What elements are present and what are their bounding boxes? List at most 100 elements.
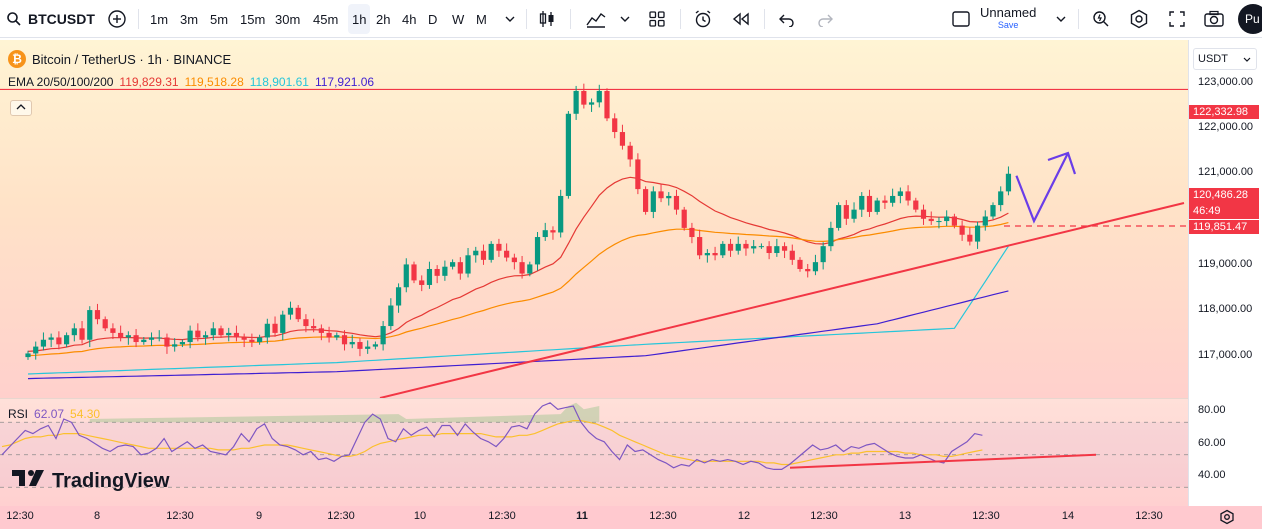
rsi-tick: 80.00 <box>1198 404 1226 416</box>
candle-body <box>318 328 324 333</box>
time-tick: 12:30 <box>1135 510 1163 522</box>
candle-style-button[interactable] <box>534 4 560 34</box>
candle-body <box>743 243 749 249</box>
candle-body <box>403 264 409 288</box>
candle-body <box>426 268 433 285</box>
interval-4h[interactable]: 4h <box>402 11 417 27</box>
candle-body <box>71 328 77 336</box>
rsi-tick: 40.00 <box>1198 469 1226 481</box>
candle-body <box>48 337 54 340</box>
interval-M[interactable]: M <box>476 11 487 27</box>
undo-button[interactable] <box>774 4 800 34</box>
interval-5m[interactable]: 5m <box>210 11 229 27</box>
redo-button[interactable] <box>812 4 838 34</box>
interval-D[interactable]: D <box>428 11 438 27</box>
candle-body <box>488 243 494 260</box>
gear-icon <box>1129 9 1149 29</box>
candle-body <box>442 266 448 276</box>
layout-name-button[interactable]: Unnamed Save <box>980 4 1036 34</box>
ema-legend[interactable]: EMA 20/50/100/200 119,829.31 119,518.28 … <box>8 75 374 89</box>
candle-body <box>210 328 216 336</box>
time-tick: 10 <box>413 510 427 522</box>
candle-body <box>828 227 834 247</box>
interval-30m[interactable]: 30m <box>275 11 301 27</box>
interval-1m[interactable]: 1m <box>150 11 169 27</box>
candle-body <box>118 332 124 338</box>
rsi-legend[interactable]: RSI 62.07 54.30 <box>8 407 100 421</box>
candle-body <box>797 259 803 269</box>
search-zoom-icon <box>1091 9 1111 29</box>
alert-button[interactable] <box>690 4 716 34</box>
time-axis-background <box>0 506 1262 529</box>
candle-body <box>681 209 687 228</box>
currency-select[interactable]: USDT <box>1193 48 1257 70</box>
candle-body <box>156 337 162 339</box>
time-tick: 12:30 <box>810 510 838 522</box>
candle-body <box>890 195 896 203</box>
toolbar-divider <box>526 9 527 29</box>
candle-body <box>64 335 70 345</box>
candle-body <box>720 243 726 256</box>
camera-icon <box>1203 10 1225 28</box>
top-toolbar: BTCUSDT 1m 3m 5m 15m 30m 45m 1h 2h 4h D W M <box>0 0 1262 38</box>
candle-body <box>233 332 240 338</box>
candle-body <box>913 200 919 210</box>
candle-body <box>264 323 270 338</box>
candle-body <box>905 191 911 201</box>
interval-45m[interactable]: 45m <box>313 11 339 27</box>
indicators-button[interactable] <box>582 4 610 34</box>
indicators-dropdown-button[interactable] <box>616 4 634 34</box>
symbol-search-button[interactable]: BTCUSDT <box>6 4 95 34</box>
replay-button[interactable] <box>728 4 754 34</box>
templates-button[interactable] <box>644 4 670 34</box>
compare-symbol-button[interactable] <box>104 4 130 34</box>
candle-body <box>395 287 402 306</box>
fullscreen-button[interactable] <box>1164 4 1190 34</box>
layout-dropdown-button[interactable] <box>1052 4 1070 34</box>
publish-button[interactable]: Pu <box>1238 4 1262 34</box>
legend-collapse-button[interactable] <box>10 100 32 116</box>
interval-1h[interactable]: 1h <box>348 4 371 34</box>
price-tick: 121,000.00 <box>1198 166 1254 178</box>
undo-icon <box>778 11 796 27</box>
candle-body <box>735 243 741 251</box>
rsi-ma-value: 54.30 <box>70 407 101 421</box>
ema100-value: 118,901.61 <box>249 75 309 89</box>
price-tick: 122,000.00 <box>1198 121 1254 133</box>
quick-search-button[interactable] <box>1088 4 1114 34</box>
axis-settings-button[interactable] <box>1216 506 1238 528</box>
ema100-line <box>27 245 1009 375</box>
candle-body <box>419 280 425 285</box>
candle-body <box>627 145 633 160</box>
price-tick: 118,000.00 <box>1198 303 1253 315</box>
candle-body <box>365 346 371 349</box>
time-tick: 9 <box>255 510 263 522</box>
interval-dropdown-button[interactable] <box>500 4 520 34</box>
candle-body <box>249 339 255 343</box>
symbol-legend[interactable]: ₿ Bitcoin / TetherUS · 1h · BINANCE <box>8 50 231 68</box>
interval-3m[interactable]: 3m <box>180 11 199 27</box>
settings-button[interactable] <box>1126 4 1152 34</box>
candle-body <box>25 353 31 358</box>
interval-W[interactable]: W <box>452 11 465 27</box>
candle-body <box>550 230 556 233</box>
rsi-tick: 60.00 <box>1198 437 1226 449</box>
candle-body <box>658 191 664 199</box>
snapshot-button[interactable] <box>1200 4 1228 34</box>
interval-15m[interactable]: 15m <box>240 11 266 27</box>
candle-body <box>851 209 857 219</box>
candle-body <box>94 310 101 320</box>
candle-body <box>465 255 471 274</box>
interval-2h[interactable]: 2h <box>376 11 391 27</box>
chart-plot[interactable] <box>0 40 1262 529</box>
candle-body <box>326 332 332 338</box>
ema50-line <box>27 222 1009 357</box>
tradingview-watermark[interactable]: TradingView <box>12 468 169 494</box>
candle-body <box>272 323 278 333</box>
chevron-down-icon <box>1055 13 1067 25</box>
candle-body <box>473 250 479 256</box>
layout-name-label: Unnamed <box>980 5 1037 20</box>
candle-body <box>357 342 363 349</box>
layout-checkbox[interactable] <box>948 4 974 34</box>
time-tick: 12:30 <box>649 510 677 522</box>
